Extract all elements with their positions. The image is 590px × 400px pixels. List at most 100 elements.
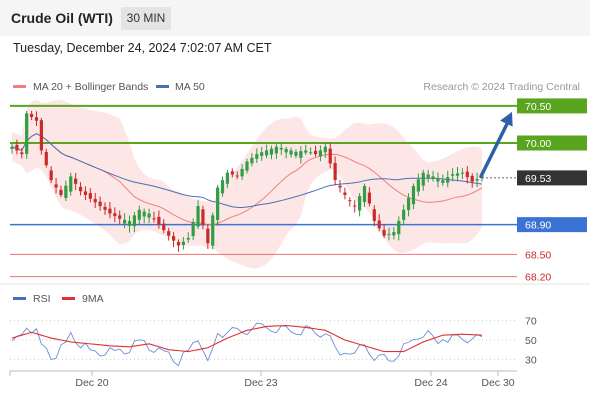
candle-body: [171, 236, 176, 241]
candle-body: [431, 176, 435, 180]
candle-body: [176, 241, 181, 246]
candle-body: [343, 192, 347, 195]
rsi-tick-label: 30: [525, 354, 537, 366]
candle-body: [274, 146, 278, 154]
candle-body: [289, 150, 293, 155]
candle-body: [201, 209, 205, 225]
candle-body: [416, 179, 420, 192]
rsi-line: [11, 322, 483, 367]
candle-body: [69, 176, 73, 192]
candle-body: [211, 215, 215, 246]
candle-body: [29, 113, 34, 118]
price-levels: [10, 104, 517, 278]
candle-body: [255, 154, 259, 159]
current-price-label: 69.53: [525, 173, 551, 185]
price-level-tags: 70.50 70.00 69.53 68.90 68.50 68.20: [517, 98, 587, 284]
resistance-tag: [517, 98, 587, 114]
rsi-lines: [11, 322, 483, 367]
candle-body: [196, 206, 200, 227]
chart-header: Crude Oil (WTI) 30 MIN: [0, 0, 590, 36]
candle-body: [167, 231, 171, 236]
candle-body: [402, 209, 406, 220]
ma20-legend-label: MA 20 + Bollinger Bands: [33, 81, 148, 93]
candle-body: [162, 223, 166, 231]
candle-body: [191, 222, 195, 237]
candle-body: [460, 172, 465, 174]
candle-body: [304, 150, 308, 153]
candle-body: [470, 175, 474, 182]
candle-body: [313, 150, 318, 155]
candlesticks: [10, 110, 484, 252]
candle-body: [465, 171, 469, 178]
candle-body: [206, 228, 210, 244]
ma9-line: [11, 324, 483, 353]
candle-body: [186, 237, 190, 240]
candle-body: [127, 220, 132, 226]
minor-support-label: 68.50: [525, 249, 551, 261]
ma9-legend-label: 9MA: [82, 293, 104, 305]
candle-body: [426, 174, 430, 178]
candle-body: [299, 151, 303, 158]
candle-body: [250, 157, 254, 164]
candle-body: [157, 216, 161, 225]
candle-body: [446, 177, 450, 183]
projection-arrow-head: [500, 111, 513, 127]
ma50-line: [11, 133, 483, 208]
candle-body: [392, 232, 396, 236]
instrument-title: Crude Oil (WTI): [11, 10, 113, 26]
candle-body: [382, 229, 386, 236]
candle-body: [318, 150, 323, 157]
projection-arrow-shaft: [479, 118, 511, 179]
candle-body: [309, 152, 313, 154]
candle-body: [358, 196, 362, 211]
rsi-axis: 70 50 30: [525, 316, 537, 367]
candle-body: [362, 186, 367, 202]
candle-body: [451, 174, 455, 176]
timeframe-badge[interactable]: 30 MIN: [121, 7, 171, 30]
candle-body: [54, 184, 58, 188]
candle-body: [387, 233, 391, 235]
candle-body: [152, 218, 156, 220]
candle-body: [93, 198, 97, 203]
x-axis: Dec 20 Dec 23 Dec 24 Dec 30: [9, 371, 515, 389]
candle-body: [441, 180, 445, 183]
candle-body: [181, 241, 185, 246]
candle-body: [103, 206, 107, 210]
candle-body: [118, 215, 122, 219]
ma20-legend-swatch: [13, 85, 26, 88]
rsi-tick-label: 50: [525, 335, 537, 347]
candle-body: [284, 148, 288, 153]
ma50-legend-swatch: [156, 85, 169, 88]
copyright-label: Research © 2024 Trading Central: [423, 81, 580, 93]
candle-body: [39, 120, 43, 151]
candle-body: [294, 151, 298, 156]
candle-body: [245, 161, 249, 171]
candle-body: [333, 162, 337, 181]
minor-support-label: 68.20: [525, 272, 551, 284]
candle-body: [123, 219, 127, 224]
candle-body: [269, 148, 274, 155]
candle-body: [59, 189, 63, 195]
candle-body: [397, 220, 401, 235]
candle-body: [10, 146, 14, 149]
candle-body: [83, 191, 88, 195]
candle-body: [220, 180, 225, 194]
candle-body: [78, 186, 83, 192]
rsi-legend-label: RSI: [33, 293, 51, 305]
support-label: 68.90: [525, 220, 551, 232]
candle-body: [88, 193, 92, 199]
candle-body: [25, 113, 29, 154]
candle-body: [353, 205, 357, 207]
candle-body: [372, 209, 376, 221]
candle-body: [323, 146, 327, 153]
candle-body: [377, 220, 381, 229]
candle-body: [475, 178, 479, 181]
candle-body: [279, 147, 283, 150]
candle-body: [74, 178, 78, 184]
candle-body: [260, 152, 264, 156]
candle-body: [225, 172, 230, 184]
candle-body: [411, 186, 416, 205]
resistance-label: 70.00: [525, 138, 551, 150]
x-axis-tick-label: Dec 23: [244, 377, 277, 389]
